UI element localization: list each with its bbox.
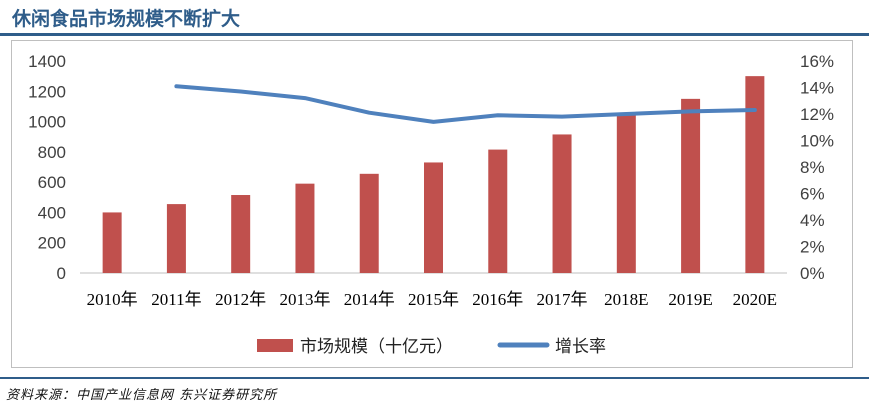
left-axis-tick: 600 [38,173,66,192]
left-axis-tick: 800 [38,143,66,162]
right-axis-tick: 4% [800,211,825,230]
category-label: 2019E [668,290,712,309]
right-axis-tick: 10% [800,132,834,151]
bar [295,183,315,273]
category-label: 2018E [604,290,648,309]
right-axis-tick: 2% [800,238,825,257]
category-label: 2011年 [151,290,201,309]
legend-label-line: 增长率 [555,337,606,357]
bar [166,204,186,273]
growth-line [174,84,757,124]
left-axis-tick: 0 [57,264,66,283]
right-axis-tick: 16% [800,52,834,71]
bar [424,162,443,273]
left-axis-tick: 1400 [28,52,66,71]
bar [552,134,572,273]
title-underline [0,33,869,36]
category-label: 2015年 [408,290,459,309]
category-label: 2020E [733,290,777,309]
bar [745,76,765,274]
chart: 0 200 400 600 800 1000 1200 1400 0% 2% 4% 6% 8% 10% 12… [28,52,834,357]
footer-divider [0,377,869,379]
bar [488,149,508,273]
right-axis-tick: 14% [800,79,834,98]
legend-bar-swatch [257,339,293,352]
right-axis-tick: 0% [800,264,825,283]
bar [681,98,701,273]
bar [102,212,122,273]
right-axis-tick: 8% [800,158,825,177]
bar [231,195,251,273]
right-axis-tick: 6% [800,185,825,204]
category-label: 2012年 [215,290,266,309]
legend-label-bar: 市场规模（十亿元） [300,337,453,357]
category-label: 2016年 [472,290,523,309]
category-label: 2014年 [344,290,395,309]
title-bar: 休闲食品市场规模不断扩大 [0,0,869,36]
chart-frame [11,40,853,368]
right-axis-tick: 12% [800,105,834,124]
source-note: 资料来源：中国产业信息网 东兴证券研究所 [6,388,278,403]
category-label: 2017年 [537,290,588,309]
bar [359,173,379,273]
left-axis-tick: 1000 [28,113,66,132]
bar [616,114,636,273]
left-axis-tick: 400 [38,203,66,222]
chart-title: 休闲食品市场规模不断扩大 [12,8,241,30]
left-axis-tick: 1200 [28,82,66,101]
left-axis-tick: 200 [38,234,66,253]
category-label: 2010年 [87,290,138,309]
category-label: 2013年 [279,290,330,309]
